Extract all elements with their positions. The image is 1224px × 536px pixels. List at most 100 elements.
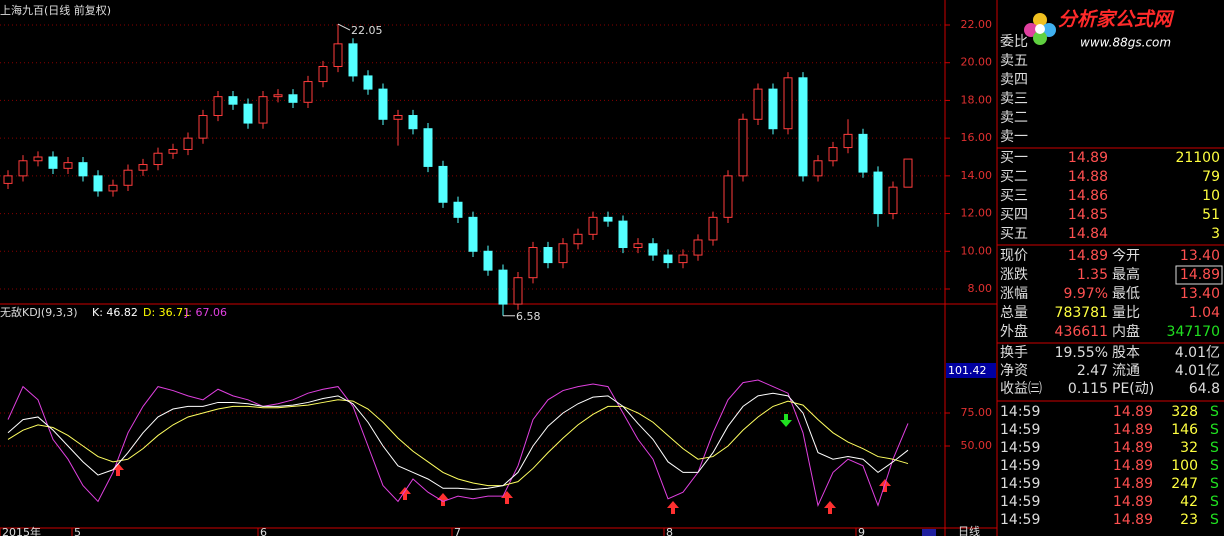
candle-body <box>798 77 808 177</box>
trade-time: 14:59 <box>1000 404 1040 420</box>
candle-body <box>678 254 688 264</box>
candle-body <box>108 184 118 192</box>
low-label: 6.58 <box>516 310 541 323</box>
buy-price: 14.89 <box>1068 150 1108 166</box>
info-value: 4.01亿 <box>1175 345 1220 361</box>
signals <box>112 414 891 514</box>
y-tick-label: 50.00 <box>961 439 993 452</box>
candle-body <box>123 169 133 186</box>
candle-body <box>528 247 538 279</box>
trade-price: 14.89 <box>1113 404 1153 420</box>
high-pointer <box>337 23 351 31</box>
trade-time: 14:59 <box>1000 512 1040 528</box>
y-tick-label: 10.00 <box>961 244 993 257</box>
candle-body <box>693 239 703 256</box>
candle-body <box>48 156 58 169</box>
info-value: 19.55% <box>1055 345 1108 361</box>
candle-body <box>588 216 598 235</box>
date-label: 5 <box>74 526 81 536</box>
buy-volume: 3 <box>1211 226 1220 242</box>
candle-body <box>663 254 673 264</box>
candle-body <box>738 118 748 177</box>
date-label: 8 <box>666 526 673 536</box>
period[interactable]: 日线 <box>958 524 980 536</box>
candle-body <box>3 175 13 184</box>
candle-body <box>498 269 508 305</box>
buy-volume: 51 <box>1202 207 1220 223</box>
candle-body <box>93 175 103 192</box>
trade-price: 14.89 <box>1113 476 1153 492</box>
trade-price: 14.89 <box>1113 494 1153 510</box>
candle-body <box>33 156 43 162</box>
buy-price: 14.86 <box>1068 188 1108 204</box>
sell-label: 卖三 <box>1000 91 1028 107</box>
info-label: 股本 <box>1112 345 1140 361</box>
candle-body <box>453 201 463 218</box>
candle-body <box>573 233 583 245</box>
candle-body <box>468 216 478 252</box>
trade-side: S <box>1210 404 1219 420</box>
info-value: 0.115 <box>1068 381 1108 397</box>
candle-body <box>603 216 613 222</box>
date-label: 7 <box>454 526 461 536</box>
trade-price: 14.89 <box>1113 422 1153 438</box>
y-tick-label: 8.00 <box>968 282 993 295</box>
buy-label: 买二 <box>1000 169 1028 185</box>
candle-body <box>483 250 493 271</box>
candle-body <box>813 160 823 177</box>
candle-body <box>903 158 913 188</box>
buy-volume: 21100 <box>1175 150 1220 166</box>
candle-body <box>273 94 283 98</box>
info-value: 2.47 <box>1077 363 1108 379</box>
sell-label: 卖一 <box>1000 129 1028 145</box>
buy-price: 14.84 <box>1068 226 1108 242</box>
candle-body <box>243 103 253 124</box>
buy-label: 买五 <box>1000 226 1028 242</box>
trade-volume: 247 <box>1171 476 1198 492</box>
buy-volume: 10 <box>1202 188 1220 204</box>
sell-label: 卖四 <box>1000 72 1028 88</box>
stat-label: 最高 <box>1112 266 1140 283</box>
info-label: PE(动) <box>1112 381 1154 397</box>
scroll-thumb[interactable] <box>922 529 936 536</box>
stat-label: 涨跌 <box>1000 267 1028 283</box>
candle-body <box>723 175 733 218</box>
info-value: 64.8 <box>1189 381 1220 397</box>
trade-price: 14.89 <box>1113 440 1153 456</box>
buy-label: 买一 <box>1000 150 1028 166</box>
candle-body <box>543 247 553 264</box>
current-box <box>946 363 996 378</box>
y-tick-label: 14.00 <box>961 169 993 182</box>
info-label: 流通 <box>1112 363 1140 379</box>
buy-volume: 79 <box>1202 169 1220 185</box>
candle-body <box>288 94 298 103</box>
stat-value: 436611 <box>1055 324 1108 340</box>
trade-time: 14:59 <box>1000 422 1040 438</box>
candle-body <box>768 88 778 130</box>
trade-time: 14:59 <box>1000 494 1040 510</box>
candle-body <box>348 43 358 77</box>
trade-price: 14.89 <box>1113 512 1153 528</box>
buy-label: 买四 <box>1000 207 1028 223</box>
highlight-box <box>1175 265 1223 285</box>
candle-body <box>363 75 373 90</box>
ratio-label: 委比 <box>1000 34 1028 50</box>
candle-body <box>438 165 448 203</box>
j-line <box>7 379 909 508</box>
candle-body <box>423 128 433 167</box>
candle-body <box>183 137 193 150</box>
trade-time: 14:59 <box>1000 440 1040 456</box>
current-value: 101.42 <box>948 364 987 377</box>
stat-label: 最低 <box>1112 286 1140 302</box>
y-tick-label: 12.00 <box>961 207 993 220</box>
high-label: 22.05 <box>351 24 383 37</box>
k-line <box>7 392 909 491</box>
candle-body <box>333 43 343 67</box>
trade-time: 14:59 <box>1000 476 1040 492</box>
candle-body <box>888 186 898 215</box>
trade-side: S <box>1210 494 1219 510</box>
stat-label: 涨幅 <box>1000 286 1028 302</box>
date-label: 6 <box>260 526 267 536</box>
logo-name: 分析家公式网 <box>1058 9 1175 31</box>
